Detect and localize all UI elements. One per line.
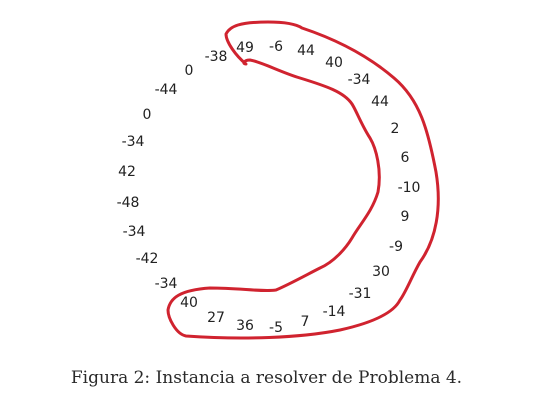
sequence-number: -44 [155,82,178,98]
sequence-number: -42 [136,251,159,267]
sequence-number: 40 [180,295,198,311]
sequence-number: 36 [236,318,254,334]
sequence-number: 6 [401,150,410,166]
sequence-number: -31 [349,286,372,302]
sequence-number: -9 [389,239,403,255]
sequence-number: -5 [269,320,283,336]
sequence-number: -6 [269,39,283,55]
highlighted-sequence-outline [166,20,440,340]
sequence-number: 2 [391,121,400,137]
sequence-number: 0 [143,107,152,123]
sequence-number: 44 [297,43,315,59]
sequence-number: -34 [155,276,178,292]
figure-caption: Figura 2: Instancia a resolver de Proble… [70,368,463,388]
sequence-number: 42 [118,164,136,180]
sequence-number: -48 [117,195,140,211]
sequence-number: -34 [123,224,146,240]
sequence-number: -34 [122,134,145,150]
sequence-number: 49 [236,40,254,56]
sequence-number: 44 [371,94,389,110]
sequence-number: -34 [348,72,371,88]
sequence-number: -38 [205,49,228,65]
sequence-number: 0 [185,63,194,79]
sequence-number: 30 [372,264,390,280]
sequence-number: 40 [325,55,343,71]
sequence-number: 27 [207,310,225,326]
sequence-number: 9 [401,209,410,225]
sequence-number: -14 [323,304,346,320]
sequence-number: 7 [301,314,310,330]
sequence-number: -10 [398,180,421,196]
